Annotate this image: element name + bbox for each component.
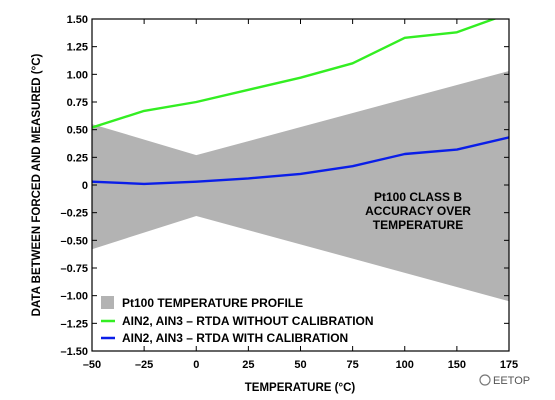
y-tick-label: 1.00 xyxy=(67,69,88,81)
y-tick-label: –0.25 xyxy=(60,208,88,220)
series-line-without-calibration xyxy=(92,19,498,129)
x-tick-label: 25 xyxy=(242,359,254,371)
y-tick-label: 0.50 xyxy=(67,125,88,137)
legend: Pt100 TEMPERATURE PROFILE AIN2, AIN3 – R… xyxy=(101,296,374,345)
y-tick-label: 0.75 xyxy=(67,97,88,109)
legend-label-band: Pt100 TEMPERATURE PROFILE xyxy=(122,296,303,310)
y-tick-label: –1.50 xyxy=(60,346,88,358)
y-tick-label: 0 xyxy=(82,180,88,192)
annotation-line-3: TEMPERATURE xyxy=(373,218,463,232)
y-tick-label: –0.75 xyxy=(60,263,88,275)
series-line-with-calibration xyxy=(92,136,509,186)
watermark-text: EETOP xyxy=(493,375,530,387)
annotation-line-2: ACCURACY OVER xyxy=(365,204,471,218)
x-tick-label: 75 xyxy=(347,359,359,371)
legend-swatch-band xyxy=(101,296,114,309)
legend-label-without-cal: AIN2, AIN3 – RTDA WITHOUT CALIBRATION xyxy=(122,314,374,328)
wechat-icon xyxy=(479,374,491,386)
x-tick-label: 50 xyxy=(294,359,306,371)
x-tick-label: 150 xyxy=(448,359,466,371)
y-tick-label: –1.00 xyxy=(60,291,88,303)
x-tick-label: 100 xyxy=(396,359,414,371)
x-tick-label: –25 xyxy=(135,359,153,371)
accuracy-annotation: Pt100 CLASS B ACCURACY OVER TEMPERATURE xyxy=(365,190,471,232)
watermark: EETOP xyxy=(479,374,530,387)
y-tick-label: –0.50 xyxy=(60,235,88,247)
y-tick-label: –1.25 xyxy=(60,318,88,330)
y-tick-label: 1.25 xyxy=(67,42,88,54)
accuracy-band xyxy=(92,71,509,302)
x-axis-title: TEMPERATURE (°C) xyxy=(245,382,356,394)
legend-label-with-cal: AIN2, AIN3 – RTDA WITH CALIBRATION xyxy=(122,331,348,345)
x-tick-label: –50 xyxy=(83,359,101,371)
y-tick-label: 0.25 xyxy=(67,152,88,164)
y-axis-title: DATA BETWEEN FORCED AND MEASURED (°C) xyxy=(31,53,43,316)
x-tick-label: 175 xyxy=(500,359,518,371)
x-tick-label: 0 xyxy=(193,359,199,371)
annotation-line-1: Pt100 CLASS B xyxy=(374,190,462,204)
y-tick-label: 1.50 xyxy=(67,14,88,26)
